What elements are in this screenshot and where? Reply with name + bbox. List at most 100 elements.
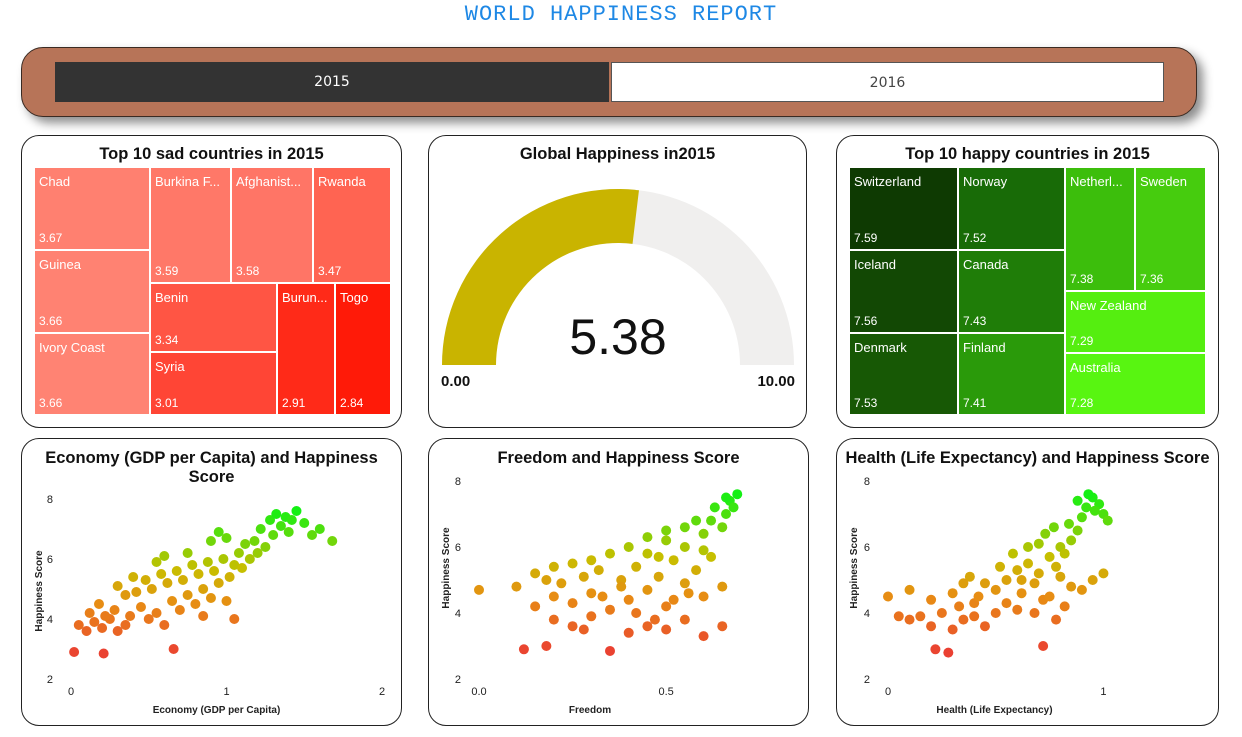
happy-country-tile[interactable]: Norway 7.52 <box>958 167 1065 250</box>
sad-country-tile[interactable]: Togo 2.84 <box>335 283 391 415</box>
scatter-point[interactable] <box>631 608 642 618</box>
scatter-point[interactable] <box>1076 584 1087 595</box>
scatter-point[interactable] <box>156 569 167 579</box>
scatter-point[interactable] <box>109 605 120 615</box>
scatter-point[interactable] <box>268 530 279 540</box>
scatter-point[interactable] <box>717 522 728 533</box>
scatter-point[interactable] <box>240 539 251 549</box>
scatter-point[interactable] <box>541 641 552 651</box>
scatter-point[interactable] <box>283 527 294 537</box>
scatter-point[interactable] <box>286 515 297 525</box>
happy-country-tile[interactable]: Denmark 7.53 <box>849 333 958 415</box>
scatter-point[interactable] <box>97 623 108 633</box>
scatter-point[interactable] <box>1081 502 1092 513</box>
scatter-point[interactable] <box>973 591 984 602</box>
sad-country-tile[interactable]: Burkina F... 3.59 <box>150 167 231 283</box>
scatter-point[interactable] <box>182 590 193 600</box>
scatter-point[interactable] <box>299 518 310 528</box>
scatter-point[interactable] <box>213 578 224 588</box>
scatter-point[interactable] <box>926 594 937 605</box>
scatter-point[interactable] <box>1063 518 1074 529</box>
scatter-point[interactable] <box>679 542 690 552</box>
scatter-point[interactable] <box>653 551 664 562</box>
sad-country-tile[interactable]: Afghanist... 3.58 <box>231 167 313 283</box>
scatter-point[interactable] <box>1007 548 1018 559</box>
scatter-point[interactable] <box>229 560 240 570</box>
scatter-point[interactable] <box>893 611 904 622</box>
happy-country-tile[interactable]: Iceland 7.56 <box>849 250 958 333</box>
scatter-point[interactable] <box>146 584 157 594</box>
scatter-point[interactable] <box>698 591 709 602</box>
happy-country-tile[interactable]: Sweden 7.36 <box>1135 167 1206 291</box>
scatter-point[interactable] <box>668 555 679 566</box>
scatter-point[interactable] <box>653 571 664 582</box>
scatter-point[interactable] <box>706 515 717 526</box>
scatter-point[interactable] <box>1072 525 1083 536</box>
scatter-point[interactable] <box>168 644 179 654</box>
scatter-point[interactable] <box>679 578 690 589</box>
sad-country-tile[interactable]: Benin 3.34 <box>150 283 277 352</box>
scatter-point[interactable] <box>1083 489 1094 500</box>
scatter-point[interactable] <box>1033 568 1044 579</box>
scatter-point[interactable] <box>904 614 915 625</box>
scatter-point[interactable] <box>162 578 173 588</box>
scatter-point[interactable] <box>642 584 653 595</box>
scatter-point[interactable] <box>979 621 990 632</box>
scatter-point[interactable] <box>943 647 954 658</box>
scatter-point[interactable] <box>709 502 720 513</box>
scatter-point[interactable] <box>958 578 969 589</box>
scatter-point[interactable] <box>193 569 204 579</box>
scatter-point[interactable] <box>548 561 559 572</box>
scatter-point[interactable] <box>567 558 578 569</box>
scatter-point[interactable] <box>964 571 975 582</box>
scatter-point[interactable] <box>112 626 123 636</box>
scatter-point[interactable] <box>1029 578 1040 589</box>
scatter-point[interactable] <box>586 555 597 566</box>
scatter-point[interactable] <box>717 621 728 632</box>
scatter-point[interactable] <box>224 572 235 582</box>
scatter-point[interactable] <box>233 548 244 558</box>
scatter-point[interactable] <box>291 506 302 516</box>
scatter-point[interactable] <box>1066 581 1077 592</box>
scatter-point[interactable] <box>98 648 109 659</box>
scatter-point[interactable] <box>100 611 111 621</box>
scatter-point[interactable] <box>125 611 136 621</box>
scatter-point[interactable] <box>698 545 709 556</box>
scatter-point[interactable] <box>605 548 615 559</box>
scatter-point[interactable] <box>1001 575 1012 585</box>
scatter-point[interactable] <box>202 557 213 567</box>
scatter-point[interactable] <box>314 524 325 534</box>
scatter-point[interactable] <box>541 575 552 585</box>
happy-country-tile[interactable]: New Zealand 7.29 <box>1065 291 1206 353</box>
scatter-point[interactable] <box>530 568 541 579</box>
scatter-point[interactable] <box>679 614 690 625</box>
scatter-point[interactable] <box>883 591 893 602</box>
sad-country-tile[interactable]: Guinea 3.66 <box>34 250 150 333</box>
scatter-point[interactable] <box>73 620 84 630</box>
happy-country-tile[interactable]: Netherl... 7.38 <box>1065 167 1135 291</box>
scatter-point[interactable] <box>249 536 260 546</box>
scatter-point[interactable] <box>623 594 634 605</box>
scatter-point[interactable] <box>958 614 969 625</box>
scatter-point[interactable] <box>605 645 615 656</box>
scatter-point[interactable] <box>1040 528 1051 539</box>
scatter-point[interactable] <box>649 614 660 625</box>
scatter-point[interactable] <box>252 548 263 558</box>
scatter-point[interactable] <box>642 548 653 559</box>
scatter-point[interactable] <box>691 565 702 576</box>
scatter-point[interactable] <box>159 620 170 630</box>
scatter-point[interactable] <box>209 566 220 576</box>
scatter-point[interactable] <box>947 588 958 599</box>
scatter-point[interactable] <box>915 611 926 622</box>
happy-country-tile[interactable]: Australia 7.28 <box>1065 353 1206 415</box>
scatter-point[interactable] <box>307 530 318 540</box>
scatter-point[interactable] <box>631 561 642 572</box>
scatter-point[interactable] <box>89 617 100 627</box>
scatter-point[interactable] <box>221 533 232 543</box>
sad-country-tile[interactable]: Syria 3.01 <box>150 352 277 415</box>
happy-country-tile[interactable]: Switzerland 7.59 <box>849 167 958 250</box>
scatter-point[interactable] <box>721 492 732 503</box>
scatter-point[interactable] <box>732 489 743 500</box>
scatter-point[interactable] <box>1016 588 1027 599</box>
scatter-point[interactable] <box>327 536 338 546</box>
